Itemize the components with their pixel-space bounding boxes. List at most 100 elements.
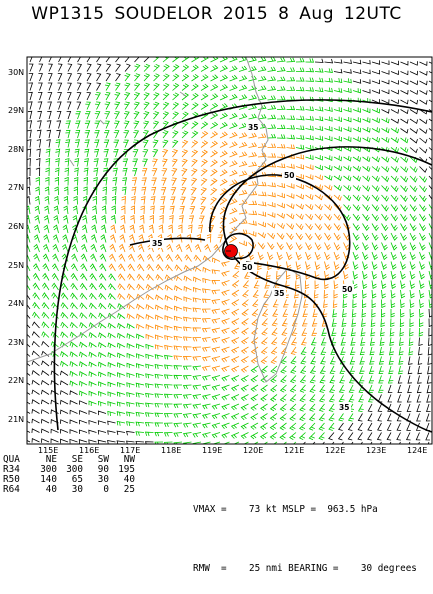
- wind-barb: [191, 158, 198, 167]
- wind-barb: [419, 299, 425, 309]
- wind-barb: [70, 302, 78, 310]
- wind-barb: [69, 438, 78, 444]
- wind-barb: [210, 168, 218, 177]
- wind-barb: [314, 67, 324, 73]
- wind-barb: [329, 384, 335, 393]
- wind-barb: [352, 270, 359, 280]
- wind-barb: [107, 401, 116, 407]
- wind-barb: [162, 92, 170, 101]
- wind-barb: [154, 373, 164, 379]
- wind-barb: [314, 232, 323, 241]
- wind-barb: [35, 186, 40, 196]
- wind-barb: [362, 156, 371, 163]
- wind-barb: [65, 120, 71, 129]
- wind-barb: [252, 289, 259, 298]
- wind-barb: [181, 64, 190, 72]
- wind-barb: [295, 57, 305, 63]
- wind-barb: [409, 70, 418, 76]
- wind-barb: [117, 362, 126, 368]
- wind-barb: [381, 185, 390, 192]
- wind-barb: [174, 285, 183, 292]
- wind-barb: [133, 120, 140, 129]
- wind-barb: [42, 243, 50, 253]
- wind-barb: [84, 129, 91, 139]
- wind-barb: [159, 205, 165, 215]
- wind-barb: [238, 189, 248, 196]
- wind-barb: [267, 133, 277, 139]
- wind-barb: [409, 99, 418, 105]
- wind-barb: [103, 158, 109, 167]
- wind-barb: [41, 282, 50, 291]
- wind-barb: [231, 346, 240, 354]
- wind-barb: [164, 294, 173, 301]
- wind-barb: [135, 402, 145, 408]
- wind-barb: [41, 379, 50, 386]
- wind-barb: [192, 394, 202, 400]
- wind-barb: [261, 308, 269, 317]
- wind-barb: [107, 361, 116, 368]
- wind-barb: [152, 149, 159, 158]
- wind-barb: [242, 289, 249, 298]
- wind-barb: [377, 403, 383, 412]
- wind-barb: [192, 287, 202, 293]
- wind-barb: [170, 187, 177, 196]
- wind-barb: [173, 315, 183, 321]
- wind-barb: [248, 132, 257, 139]
- wind-barb: [118, 243, 126, 253]
- wind-barb: [362, 251, 369, 261]
- wind-barb: [399, 337, 404, 346]
- wind-barb: [144, 431, 154, 437]
- lon-label: 115E: [38, 446, 58, 455]
- wind-barb: [371, 251, 378, 261]
- wind-barb: [267, 212, 276, 218]
- wind-barb: [126, 313, 135, 320]
- wind-barb: [419, 61, 428, 67]
- wind-barb: [27, 391, 31, 395]
- wind-barb: [276, 95, 286, 101]
- wind-barb: [240, 384, 249, 392]
- wind-barb: [113, 139, 120, 148]
- wind-barb: [298, 432, 306, 441]
- wind-barb: [362, 117, 371, 124]
- wind-barb: [137, 243, 145, 253]
- wind-barb: [400, 70, 409, 76]
- wind-barb: [37, 120, 42, 129]
- wind-barb: [211, 327, 221, 334]
- wind-barb: [135, 382, 145, 388]
- wind-barb: [371, 270, 378, 280]
- wind-barb: [390, 89, 399, 95]
- wind-barb: [248, 113, 257, 120]
- wind-barb: [79, 419, 88, 425]
- wind-barb: [308, 413, 316, 422]
- wind-barb: [390, 251, 397, 261]
- wind-barb: [248, 94, 257, 101]
- wind-barb: [201, 337, 211, 343]
- wind-barb: [295, 183, 304, 190]
- wind-radii-header: QUA NE SE SW NW: [3, 455, 433, 465]
- wind-barb: [419, 289, 425, 299]
- wind-barb: [378, 356, 385, 365]
- wind-barb: [171, 158, 178, 167]
- wind-barb: [310, 356, 317, 365]
- wind-barb: [300, 356, 307, 365]
- wind-barb: [47, 101, 52, 110]
- lon-label: 123E: [366, 446, 386, 455]
- wind-barb: [295, 174, 304, 180]
- radius-value: 195: [118, 463, 135, 475]
- wind-barb: [137, 253, 145, 262]
- wind-barb: [347, 422, 354, 431]
- wind-barb: [210, 178, 218, 186]
- wind-barb: [173, 365, 183, 370]
- wind-barb: [122, 177, 128, 186]
- wind-barb: [352, 156, 361, 162]
- wind-barb: [389, 337, 395, 346]
- wind-barb: [202, 266, 211, 273]
- wind-barb: [428, 128, 432, 132]
- wind-barb: [144, 441, 154, 444]
- wind-barb: [166, 243, 173, 253]
- wind-barb: [428, 90, 432, 93]
- wind-barb: [409, 90, 418, 95]
- wind-barb: [303, 299, 309, 308]
- wind-barb: [279, 422, 287, 431]
- wind-barb: [260, 422, 268, 431]
